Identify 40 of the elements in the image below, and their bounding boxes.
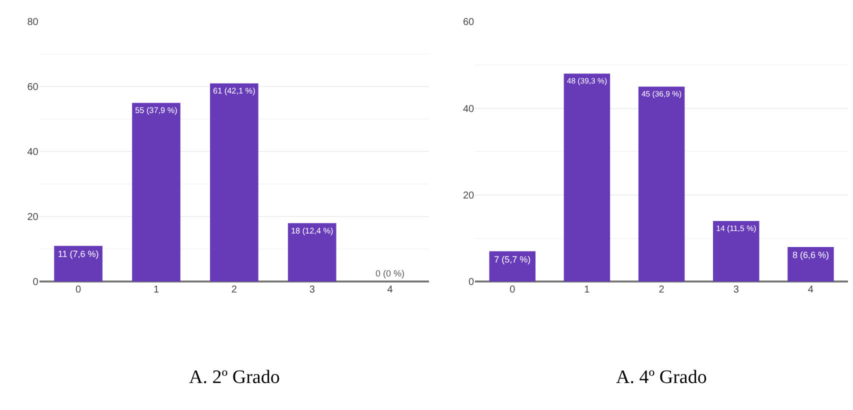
y-tick-label: 0 xyxy=(468,277,475,288)
x-tick-label: 3 xyxy=(733,284,740,296)
data-label: 61 (42,1 %) xyxy=(213,86,256,96)
y-tick-label: 60 xyxy=(462,17,475,28)
data-label: 18 (12,4 %) xyxy=(290,226,334,236)
bar xyxy=(564,74,610,282)
data-label: 8 (6,6 %) xyxy=(792,250,829,260)
x-tick-label: 0 xyxy=(510,284,516,296)
bar xyxy=(489,251,536,282)
data-label: 11 (7,6 %) xyxy=(58,248,99,259)
text: A. 4º Grado xyxy=(616,367,707,388)
bar xyxy=(132,102,180,282)
bar xyxy=(638,86,685,282)
y-tick-label: 80 xyxy=(27,17,39,28)
x-tick-label: 4 xyxy=(808,284,814,296)
data-label: 0 (0 %) xyxy=(376,268,405,279)
bar xyxy=(210,83,258,282)
x-tick-label: 3 xyxy=(309,284,316,296)
x-tick-label: 2 xyxy=(658,284,665,296)
data-label: 7 (5,7 %) xyxy=(494,254,531,264)
data-label: 48 (39,3 %) xyxy=(566,76,608,86)
bar xyxy=(288,223,336,282)
y-tick-label: 0 xyxy=(32,277,39,288)
x-tick-label: 4 xyxy=(387,284,394,296)
x-tick-label: 1 xyxy=(153,284,160,296)
bar xyxy=(54,246,102,282)
data-label: 55 (37,9 %) xyxy=(135,106,178,116)
y-tick-label: 20 xyxy=(27,212,39,224)
data-label: 45 (36,9 %) xyxy=(641,90,682,99)
y-tick-label: 40 xyxy=(27,147,39,158)
bar xyxy=(713,220,760,282)
text: A. 2º Grado xyxy=(189,367,280,388)
y-tick-label: 40 xyxy=(462,104,475,115)
x-tick-label: 0 xyxy=(76,284,82,296)
data-label: 14 (11,5 %) xyxy=(716,224,757,233)
bar xyxy=(788,246,834,282)
x-tick-label: 1 xyxy=(584,284,590,296)
x-tick-label: 2 xyxy=(231,284,238,296)
y-tick-label: 60 xyxy=(27,82,39,94)
y-tick-label: 20 xyxy=(462,190,475,202)
